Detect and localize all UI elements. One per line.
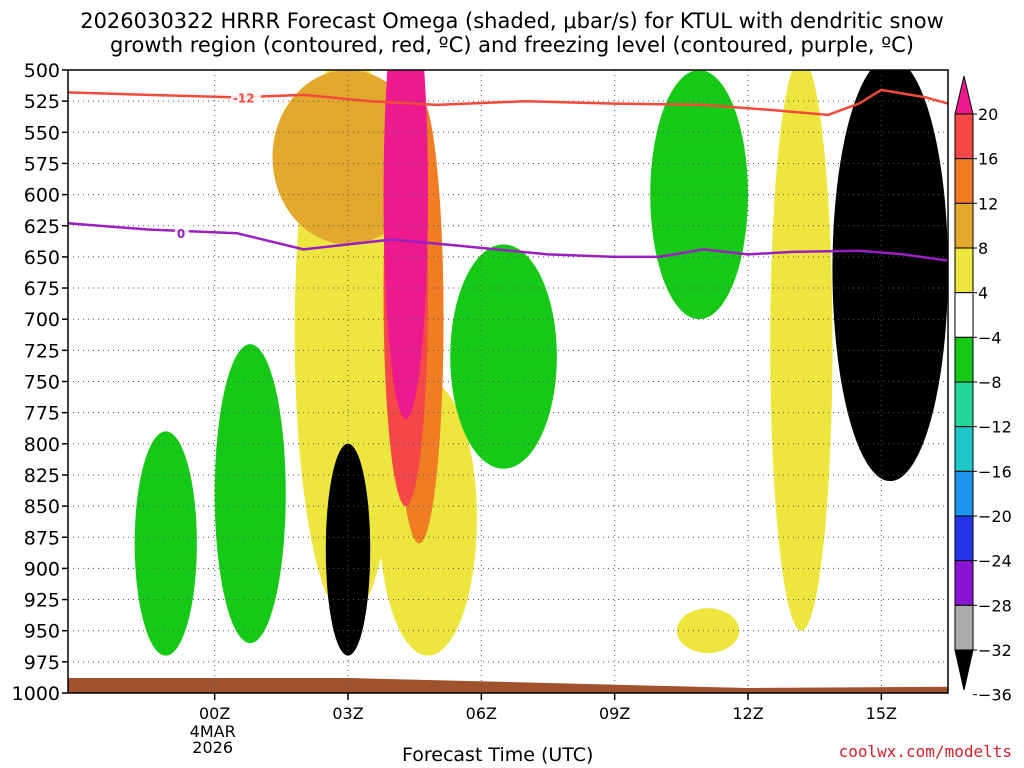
y-tick-label-600: 600 <box>24 185 60 207</box>
colorbar-box-4 <box>954 292 974 338</box>
colorbar-label-13: −36 <box>978 686 1012 705</box>
y-tick-label-700: 700 <box>24 309 60 331</box>
y-tick-label-950: 950 <box>24 621 60 643</box>
colorbar-box-10 <box>954 560 974 606</box>
terrain-surface <box>68 678 948 693</box>
y-tick-label-500: 500 <box>24 60 60 82</box>
omega-region-6-1 <box>832 70 948 482</box>
contour-label-bg-1 <box>174 225 189 241</box>
colorbar-box-11 <box>954 604 974 651</box>
y-tick-label-975: 975 <box>24 652 60 674</box>
y-tick-label-625: 625 <box>24 216 60 238</box>
y-tick-label-1000: 1000 <box>12 683 60 705</box>
y-tick-label-550: 550 <box>24 122 60 144</box>
y-tick-label-725: 725 <box>24 340 60 362</box>
colorbar-label-10: −24 <box>978 552 1012 571</box>
gridlines <box>68 70 948 693</box>
chart-title-line-1: 2026030322 HRRR Forecast Omega (shaded, … <box>80 9 944 33</box>
colorbar-bottom-arrow <box>954 649 974 691</box>
y-tick-label-750: 750 <box>24 372 60 394</box>
colorbar-top-arrow <box>954 75 974 115</box>
colorbar-label-12: −32 <box>978 641 1012 660</box>
colorbar-box-8 <box>954 470 974 517</box>
colorbar-box-5 <box>954 336 974 383</box>
omega-region-5-2 <box>450 244 557 469</box>
colorbar-box-2 <box>954 202 974 249</box>
colorbar-box-7 <box>954 426 974 472</box>
x-tick-label-15Z: 15Z <box>866 704 897 723</box>
x-tick-sublabel-1: 2026 <box>192 738 233 757</box>
omega-region-0-2 <box>770 70 833 631</box>
x-axis-title: Forecast Time (UTC) <box>402 744 594 766</box>
terrain-band <box>68 678 948 693</box>
credit-text: coolwx.com/modelts <box>838 742 1012 761</box>
colorbar-label-7: −12 <box>978 418 1012 437</box>
colorbar-box-9 <box>954 515 974 562</box>
contour-label-1: 0 <box>177 227 185 241</box>
colorbar-label-2: 12 <box>978 194 998 213</box>
colorbar-label-1: 16 <box>978 150 998 169</box>
omega-region-5-1 <box>214 344 286 644</box>
colorbar-label-11: −28 <box>978 596 1012 615</box>
colorbar-label-9: −20 <box>978 507 1012 526</box>
y-tick-label-575: 575 <box>24 153 60 175</box>
y-tick-label-925: 925 <box>24 590 60 612</box>
y-tick-label-650: 650 <box>24 247 60 269</box>
y-tick-label-775: 775 <box>24 403 60 425</box>
y-axis: 500 525 550 575 600 625 650 675 700 725 750 775 800 8… <box>12 60 68 705</box>
y-tick-label-675: 675 <box>24 278 60 300</box>
x-tick-label-09Z: 09Z <box>599 704 630 723</box>
contour-label-0: -12 <box>233 91 255 105</box>
y-tick-label-850: 850 <box>24 496 60 518</box>
contour-1 <box>68 222 948 262</box>
colorbar: 20 16 12 8 4 −4 −8 −12 −16 −20 −24 −28 −32 −36 <box>954 75 1012 705</box>
y-tick-label-825: 825 <box>24 465 60 487</box>
x-tick-label-12Z: 12Z <box>732 704 763 723</box>
x-tick-sublabel-0: 4MAR <box>190 722 236 741</box>
colorbar-label-5: −4 <box>978 328 1002 347</box>
omega-region-5-0 <box>134 431 197 656</box>
colorbar-label-3: 8 <box>978 239 988 258</box>
colorbar-box-1 <box>954 158 974 204</box>
x-tick-label-00Z: 00Z <box>199 704 230 723</box>
omega-region-6-0 <box>325 443 371 656</box>
contour-label-bg-0 <box>230 89 261 105</box>
x-tick-label-06Z: 06Z <box>466 704 497 723</box>
y-tick-label-800: 800 <box>24 434 60 456</box>
colorbar-box-0 <box>954 113 974 160</box>
x-tick-label-03Z: 03Z <box>332 704 363 723</box>
temperature-contours: -12 0 <box>68 88 948 262</box>
chart-title-line-2: growth region (contoured, red, ºC) and f… <box>110 33 914 57</box>
colorbar-box-6 <box>954 381 974 428</box>
y-tick-label-875: 875 <box>24 527 60 549</box>
colorbar-label-8: −16 <box>978 462 1012 481</box>
colorbar-label-6: −8 <box>978 373 1002 392</box>
omega-region-4-0 <box>383 70 428 419</box>
colorbar-label-4: 4 <box>978 284 988 303</box>
colorbar-label-0: 20 <box>978 105 998 124</box>
colorbar-box-3 <box>954 247 974 294</box>
y-tick-label-900: 900 <box>24 558 60 580</box>
y-tick-label-525: 525 <box>24 91 60 113</box>
